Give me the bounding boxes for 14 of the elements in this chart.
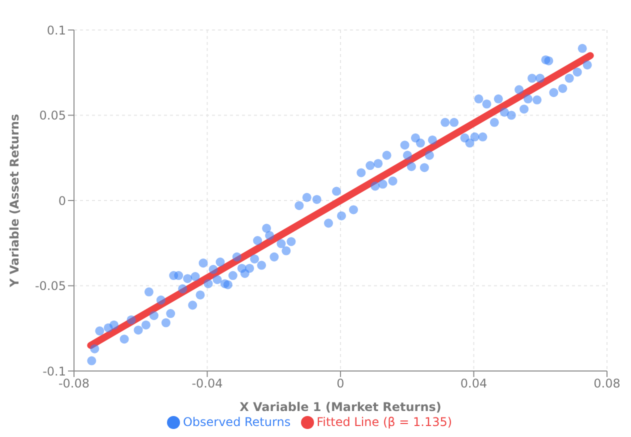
x-tick-label: -0.04 [192, 376, 223, 391]
x-tick-label: 0.04 [460, 376, 488, 391]
y-tick-label: 0 [58, 194, 66, 208]
x-tick-label: 0.08 [594, 376, 620, 391]
x-axis-title: X Variable 1 (Market Returns) [240, 400, 442, 414]
y-axis-title: Y Variable (Asset Returns [7, 114, 22, 288]
x-tick-label: -0.08 [58, 376, 90, 391]
y-tick-label: 0.05 [39, 108, 66, 123]
y-tick-label: 0.1 [46, 23, 66, 38]
y-tick-label: -0.1 [42, 364, 66, 378]
legend-label: Observed Returns [182, 415, 291, 429]
legend-label: Fitted Line (β = 1.135) [316, 415, 452, 429]
y-tick-label: -0.05 [34, 279, 66, 294]
x-tick-label: 0 [336, 376, 344, 391]
